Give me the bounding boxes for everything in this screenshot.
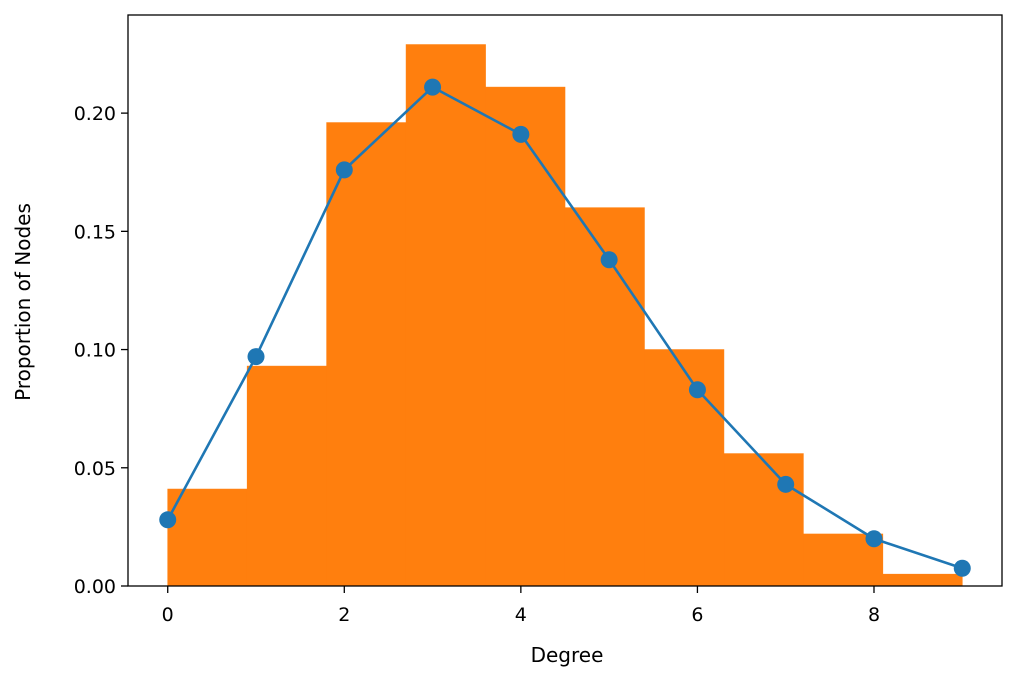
y-axis-title: Proportion of Nodes (11, 203, 35, 401)
line-point (688, 381, 706, 399)
histogram-bar (405, 44, 486, 587)
histogram-bar (246, 365, 327, 587)
y-tick-label: 0.10 (74, 340, 116, 362)
line-point (600, 251, 618, 269)
x-axis: 0 2 4 6 8 (162, 586, 880, 626)
x-tick-label: 8 (868, 604, 880, 626)
y-tick-label: 0.00 (74, 576, 116, 598)
histogram-bars (167, 44, 963, 587)
y-tick-label: 0.15 (74, 221, 116, 243)
histogram-bar (485, 86, 566, 587)
histogram-bar (644, 349, 725, 587)
x-tick-label: 6 (691, 604, 703, 626)
line-series (159, 78, 971, 577)
x-tick-label: 0 (162, 604, 174, 626)
y-axis: 0.00 0.05 0.10 0.15 0.20 (74, 103, 128, 598)
histogram-bar (564, 207, 645, 587)
line-point (335, 161, 353, 179)
series-line-path (166, 85, 963, 570)
axes-frame (127, 14, 1003, 587)
histogram-bar (167, 488, 248, 587)
y-tick-label: 0.20 (74, 103, 116, 125)
line-point (247, 348, 265, 366)
line-point (159, 511, 177, 529)
x-axis-title: Degree (531, 643, 604, 667)
line-point (777, 475, 795, 493)
line-point (424, 78, 442, 96)
plot-area (127, 14, 1003, 587)
histogram-bar (326, 122, 407, 587)
y-tick-label: 0.05 (74, 458, 116, 480)
line-point (512, 125, 530, 143)
histogram-bar (882, 573, 963, 587)
line-point (953, 559, 971, 577)
axes-spines (127, 14, 1003, 587)
x-tick-label: 4 (515, 604, 527, 626)
x-tick-label: 2 (338, 604, 350, 626)
line-point (865, 530, 883, 548)
histogram-bar (723, 453, 804, 587)
